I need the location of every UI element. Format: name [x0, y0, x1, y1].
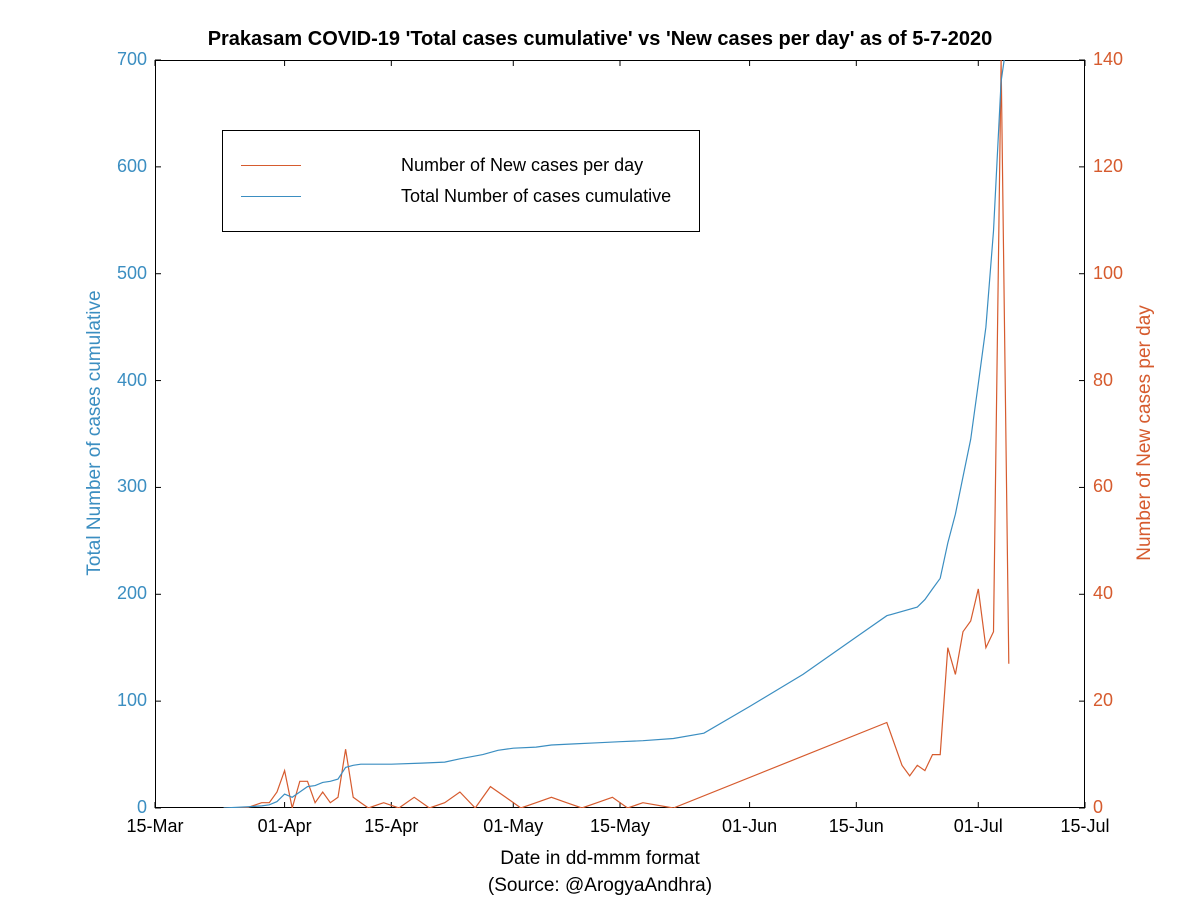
y-left-tick-label: 100: [117, 690, 147, 711]
x-tick-label: 15-Apr: [351, 816, 431, 837]
y-right-tick-label: 100: [1093, 263, 1123, 284]
y-right-tick-label: 140: [1093, 49, 1123, 70]
x-tick-label: 15-Jul: [1045, 816, 1125, 837]
y-left-tick-label: 300: [117, 476, 147, 497]
y-left-tick-label: 200: [117, 583, 147, 604]
x-tick-label: 15-May: [580, 816, 660, 837]
x-tick-label: 01-Apr: [245, 816, 325, 837]
y-right-tick-label: 0: [1093, 797, 1103, 818]
y-axis-right-label: Number of New cases per day: [1134, 273, 1156, 593]
y-left-tick-label: 600: [117, 156, 147, 177]
x-tick-label: 15-Jun: [816, 816, 896, 837]
x-tick-label: 01-Jun: [710, 816, 790, 837]
legend-line-swatch: [241, 196, 301, 197]
y-right-tick-label: 60: [1093, 476, 1113, 497]
y-left-tick-label: 500: [117, 263, 147, 284]
x-axis-label-line2: (Source: @ArogyaAndhra): [0, 875, 1200, 897]
legend-label: Number of New cases per day: [401, 155, 643, 176]
legend-item: Number of New cases per day: [241, 155, 681, 176]
y-left-tick-label: 400: [117, 370, 147, 391]
x-axis-label-line1: Date in dd-mmm format: [0, 848, 1200, 870]
x-tick-label: 15-Mar: [115, 816, 195, 837]
y-axis-left-label-text: Total Number of cases cumulative: [84, 290, 105, 575]
legend-item: Total Number of cases cumulative: [241, 186, 681, 207]
legend: Number of New cases per day Total Number …: [222, 130, 700, 232]
y-axis-left-label: Total Number of cases cumulative: [84, 273, 106, 593]
x-tick-label: 01-Jul: [938, 816, 1018, 837]
y-right-tick-label: 80: [1093, 370, 1113, 391]
y-axis-right-label-text: Number of New cases per day: [1134, 305, 1155, 561]
y-left-tick-label: 0: [137, 797, 147, 818]
legend-line-swatch: [241, 165, 301, 166]
y-right-tick-label: 40: [1093, 583, 1113, 604]
chart-container: Prakasam COVID-19 'Total cases cumulativ…: [0, 0, 1200, 900]
y-right-tick-label: 20: [1093, 690, 1113, 711]
y-left-tick-label: 700: [117, 49, 147, 70]
legend-label: Total Number of cases cumulative: [401, 186, 671, 207]
y-right-tick-label: 120: [1093, 156, 1123, 177]
x-tick-label: 01-May: [473, 816, 553, 837]
